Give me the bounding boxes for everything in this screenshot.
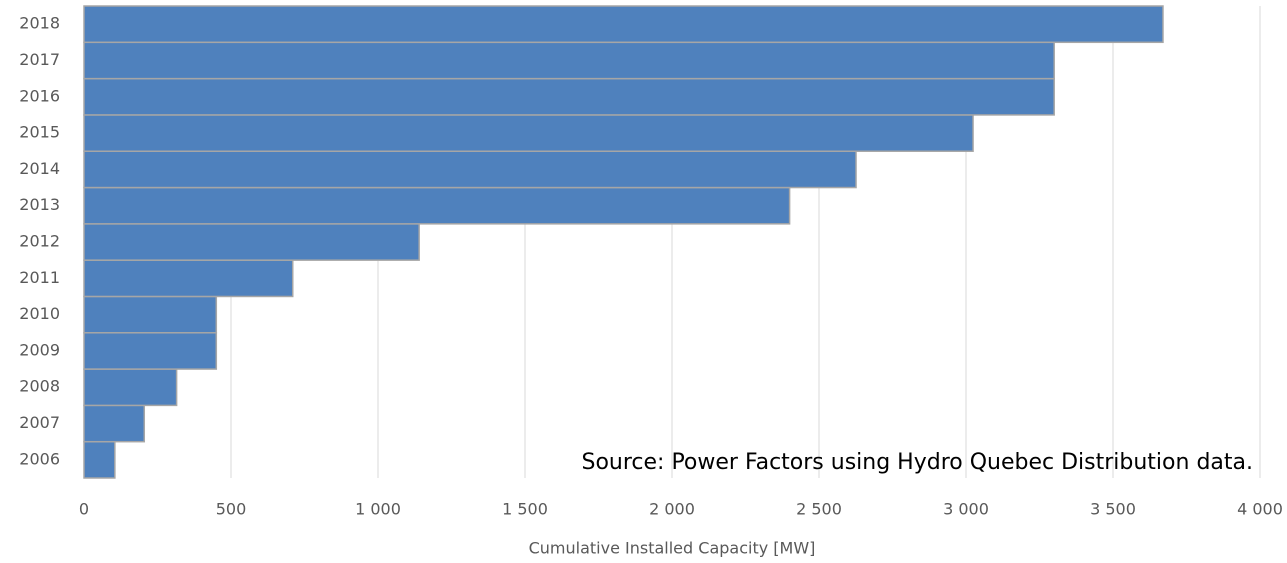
y-tick-label: 2009 [19, 340, 60, 359]
y-tick-label: 2010 [19, 304, 60, 323]
bar [83, 5, 1164, 44]
x-tick-label: 1 000 [355, 500, 401, 519]
bar [83, 295, 218, 334]
x-tick-label: 4 000 [1237, 500, 1283, 519]
bar [83, 186, 791, 225]
x-tick-label: 3 500 [1090, 500, 1136, 519]
x-tick-label: 500 [216, 500, 247, 519]
x-tick-label: 0 [79, 500, 89, 519]
bar [83, 223, 420, 261]
y-tick-label: 2018 [19, 14, 60, 33]
y-tick-label: 2008 [19, 377, 60, 396]
bar [83, 404, 146, 443]
y-tick-label: 2017 [19, 50, 60, 69]
x-tick-label: 2 500 [796, 500, 842, 519]
bar [83, 332, 218, 370]
y-tick-label: 2006 [19, 449, 60, 468]
y-tick-label: 2016 [19, 86, 60, 105]
bar [83, 41, 1055, 80]
x-axis-title: Cumulative Installed Capacity [MW] [529, 539, 816, 558]
bar [83, 150, 857, 189]
x-tick-label: 3 000 [943, 500, 989, 519]
y-tick-label: 2014 [19, 159, 60, 178]
y-tick-label: 2012 [19, 232, 60, 251]
annotation: Source: Power Factors using Hydro Quebec… [581, 450, 1253, 475]
bar [83, 77, 1055, 116]
bar [83, 259, 294, 298]
bar [83, 114, 974, 152]
y-tick-label: 2015 [19, 123, 60, 142]
y-tick-label: 2013 [19, 195, 60, 214]
y-tick-label: 2011 [19, 268, 60, 287]
bar [83, 368, 178, 407]
x-tick-label: 1 500 [502, 500, 548, 519]
y-tick-label: 2007 [19, 413, 60, 432]
x-tick-label: 2 000 [649, 500, 695, 519]
bar [83, 440, 116, 479]
